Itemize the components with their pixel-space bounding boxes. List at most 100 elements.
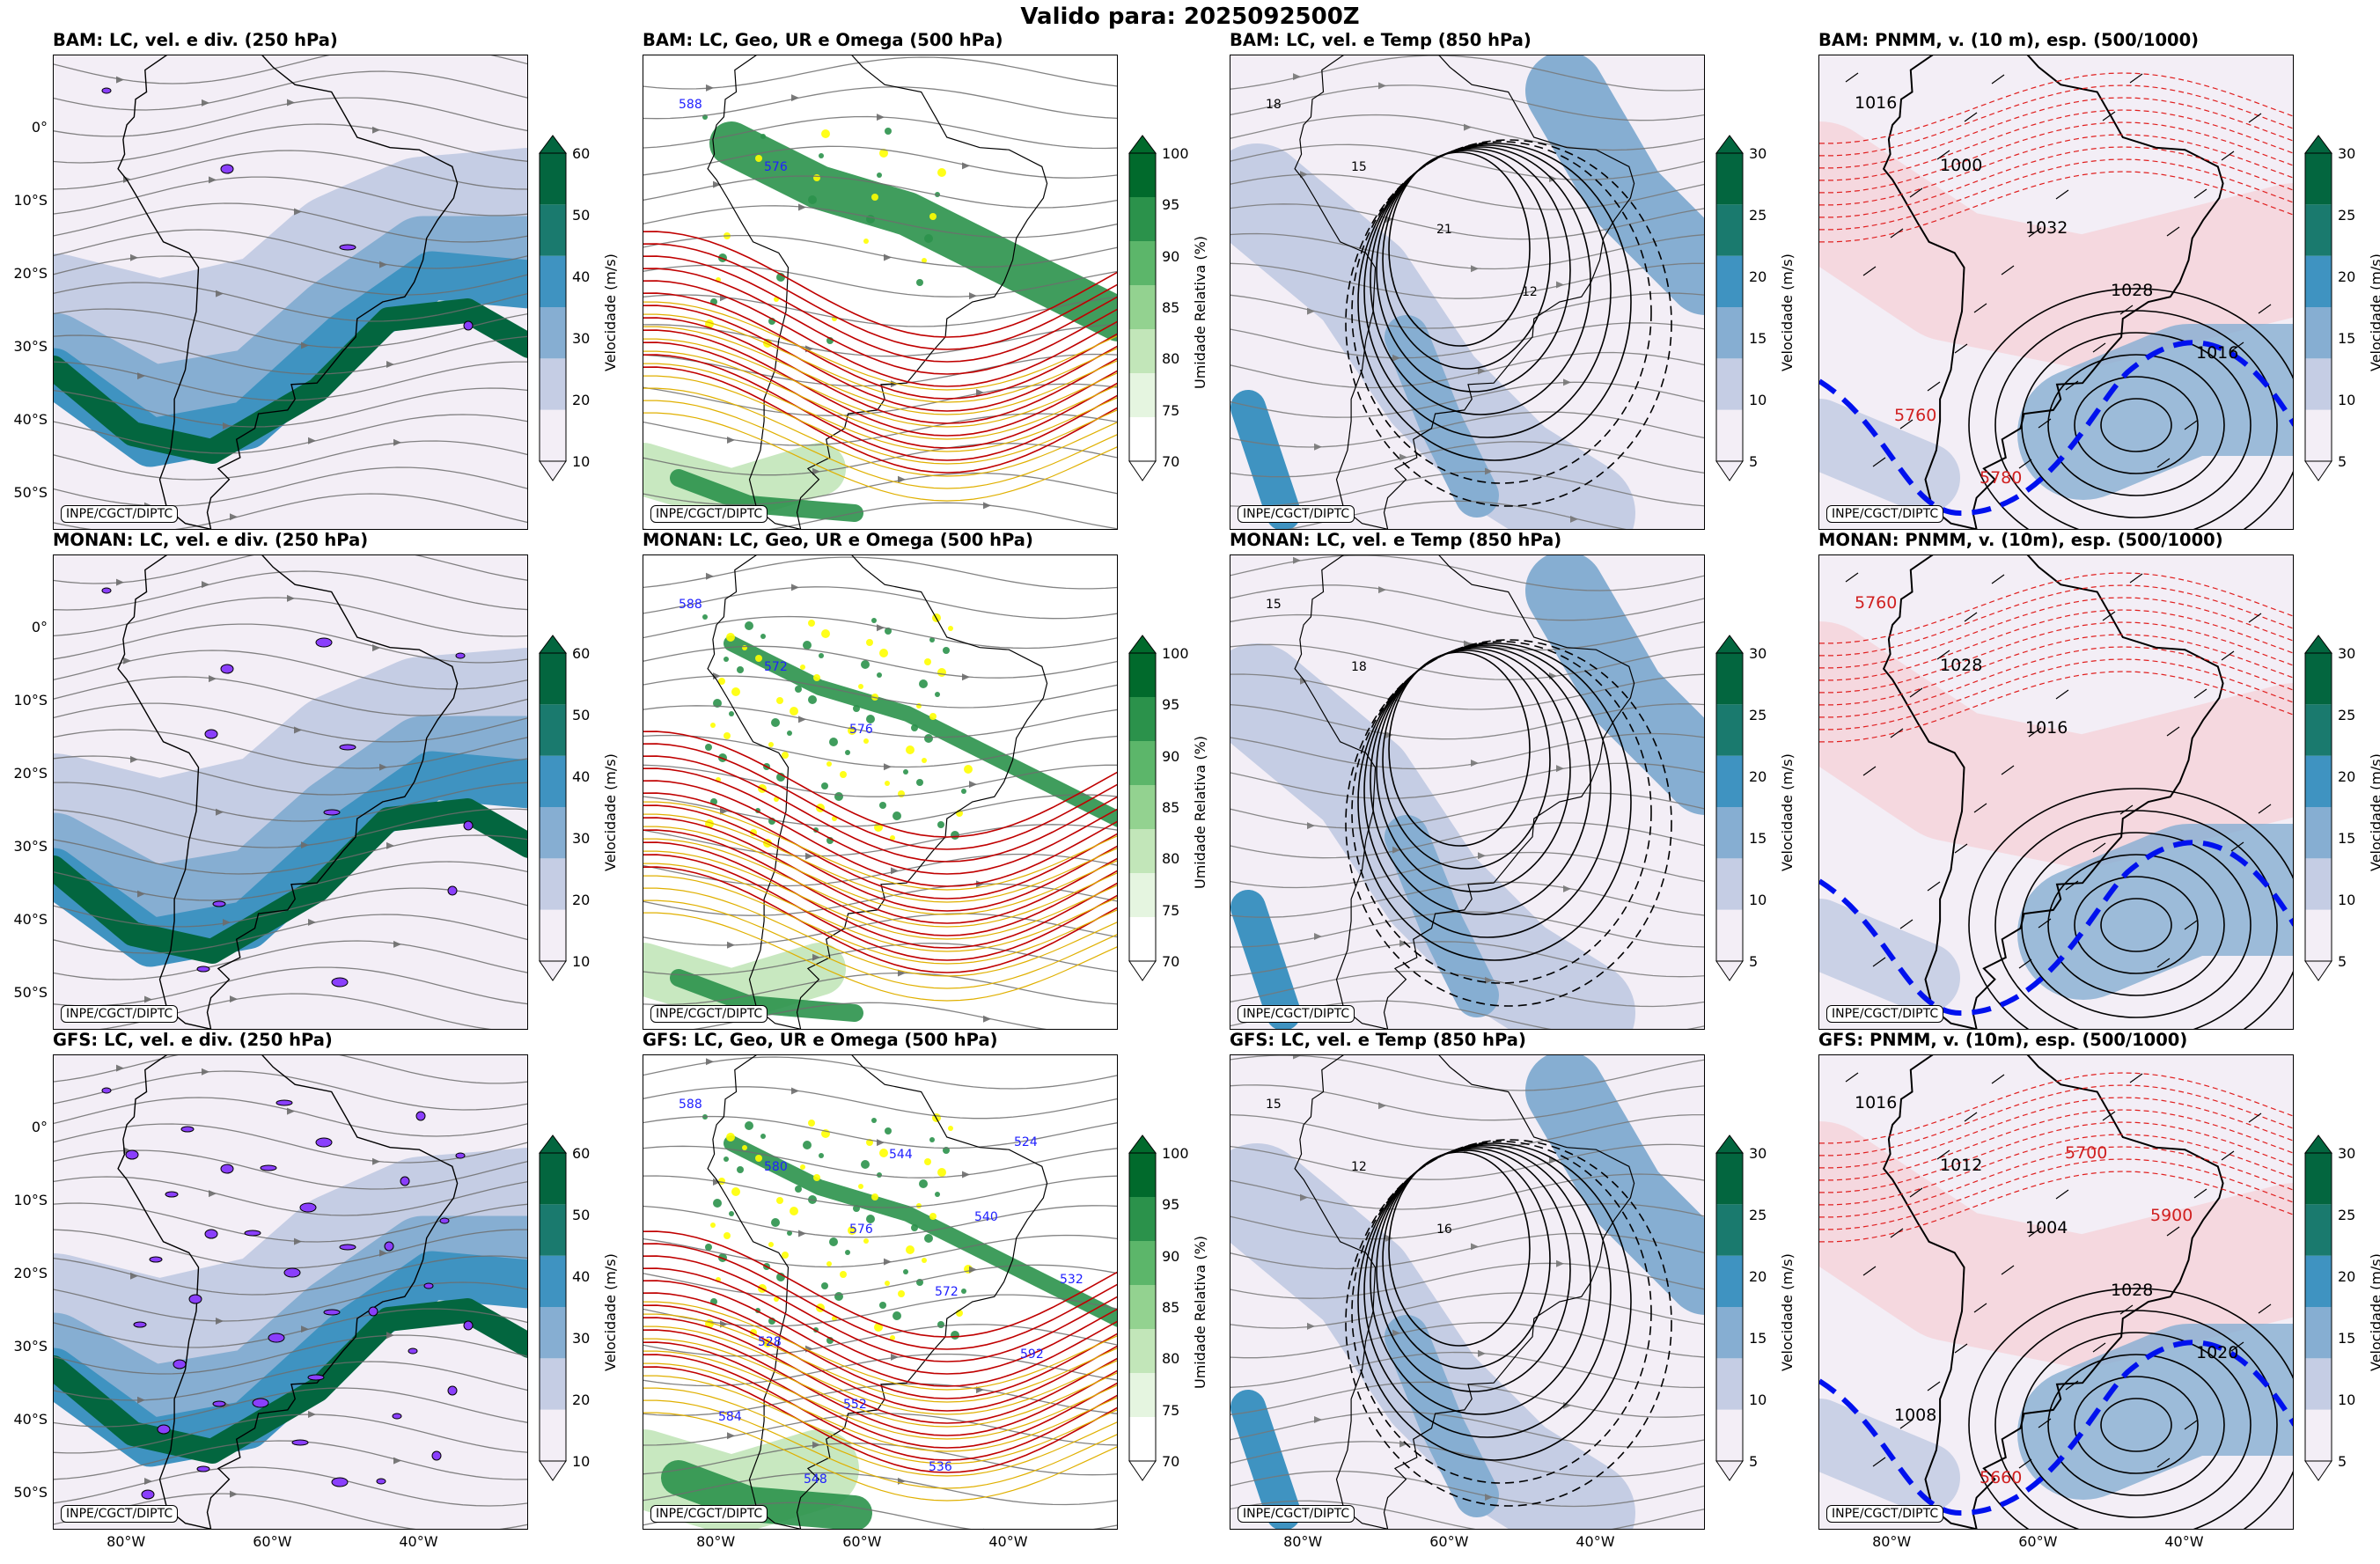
svg-text:1016: 1016 — [1855, 1093, 1897, 1112]
panel-title: BAM: LC, vel. e div. (250 hPa) — [53, 30, 338, 50]
colorbar-label: Velocidade (m/s) — [602, 253, 619, 371]
svg-text:1012: 1012 — [1940, 1156, 1982, 1175]
colorbar-tick-label: 25 — [1749, 1207, 1767, 1223]
map-area: 18 15 21 12 INPE/CGCT/DIPTC — [1230, 55, 1705, 530]
svg-text:524: 524 — [1014, 1135, 1038, 1149]
map-plot: 1016 1000 1032 1028 1016 5760 5780 — [1819, 55, 2293, 529]
colorbar-tick-label: 5 — [2338, 453, 2347, 470]
colorbar-tick-label: 95 — [1162, 696, 1180, 714]
colorbar-tick-label: 10 — [572, 453, 591, 470]
colorbar-tick-label: 10 — [2338, 392, 2356, 408]
colorbar-tick-label: 20 — [572, 1391, 591, 1408]
panel-title: GFS: LC, vel. e div. (250 hPa) — [53, 1030, 333, 1050]
svg-text:12: 12 — [1351, 1160, 1367, 1174]
map-panel: BAM: LC, vel. e Temp (850 hPa) 18 15 21 12 IN… — [1230, 30, 1796, 549]
colorbar-tick-label: 80 — [1162, 350, 1180, 368]
colorbar-tick-label: 20 — [1749, 1268, 1767, 1285]
map-area: INPE/CGCT/DIPTC — [53, 55, 528, 530]
map-area: 588 572 576 INPE/CGCT/DIPTC — [643, 554, 1118, 1030]
colorbar-tick-label: 50 — [572, 1207, 591, 1223]
colorbar-tick-label: 75 — [1162, 401, 1180, 419]
colorbar-tick-label: 75 — [1162, 1401, 1180, 1419]
svg-text:580: 580 — [764, 1160, 788, 1174]
svg-text:528: 528 — [758, 1335, 782, 1349]
panel-title: GFS: LC, Geo, UR e Omega (500 hPa) — [643, 1030, 998, 1050]
figure-title: Valido para: 2025092500Z — [1020, 4, 1360, 30]
panel-title: MONAN: LC, vel. e div. (250 hPa) — [53, 530, 369, 550]
colorbar: 10 20 30 40 50 60 Velocidade (m/s) — [539, 1134, 619, 1489]
lat-tick-label: 50°S — [13, 984, 48, 1002]
colorbar-tick-label: 75 — [1162, 901, 1180, 919]
svg-text:15: 15 — [1351, 160, 1367, 174]
lon-tick-label: 40°W — [399, 1533, 438, 1550]
credit-label: INPE/CGCT/DIPTC — [1826, 1505, 1944, 1523]
colorbar-tick-label: 15 — [2338, 1330, 2356, 1347]
map-plot — [54, 1055, 527, 1529]
colorbar: 70 75 80 85 90 95 100 Umidade Relativa (%) — [1128, 134, 1208, 489]
colorbar-tick-label: 15 — [1749, 1330, 1767, 1347]
map-area: INPE/CGCT/DIPTC — [53, 1054, 528, 1530]
credit-label: INPE/CGCT/DIPTC — [1238, 1505, 1355, 1523]
svg-text:536: 536 — [929, 1460, 952, 1474]
svg-text:1008: 1008 — [1894, 1406, 1936, 1425]
svg-text:1004: 1004 — [2025, 1218, 2068, 1237]
colorbar-tick-label: 30 — [572, 1330, 591, 1347]
svg-text:588: 588 — [679, 1098, 702, 1112]
lat-tick-label: 30°S — [13, 838, 48, 855]
map-panel: MONAN: LC, vel. e Temp (850 hPa) 15 18 INPE… — [1230, 530, 1796, 1049]
svg-text:5660: 5660 — [1980, 1468, 2022, 1487]
colorbar-tick-label: 15 — [2338, 830, 2356, 847]
lat-tick-label: 50°S — [13, 484, 48, 502]
svg-text:1020: 1020 — [2196, 1343, 2238, 1362]
colorbar: 10 20 30 40 50 60 Velocidade (m/s) — [539, 134, 619, 489]
colorbar-tick-label: 15 — [2338, 330, 2356, 347]
lat-tick-label: 20°S — [13, 765, 48, 782]
colorbar-tick-label: 5 — [2338, 1453, 2347, 1470]
lon-tick-label: 80°W — [696, 1533, 736, 1550]
colorbar-tick-label: 10 — [2338, 1391, 2356, 1408]
colorbar-tick-label: 40 — [572, 768, 591, 785]
svg-text:532: 532 — [1060, 1273, 1083, 1287]
colorbar-label: Velocidade (m/s) — [602, 1253, 619, 1371]
svg-text:1016: 1016 — [1855, 93, 1897, 113]
svg-text:18: 18 — [1266, 98, 1282, 112]
lon-tick-label: 80°W — [107, 1533, 146, 1550]
colorbar-label: Umidade Relativa (%) — [1192, 235, 1208, 389]
colorbar-tick-label: 30 — [2338, 1145, 2356, 1162]
colorbar-tick-label: 15 — [1749, 330, 1767, 347]
colorbar-tick-label: 40 — [572, 1268, 591, 1285]
colorbar-tick-label: 30 — [572, 830, 591, 847]
colorbar: 5 10 15 20 25 30 Velocidade (m/s) — [2304, 634, 2380, 989]
svg-text:572: 572 — [764, 660, 788, 674]
svg-text:1032: 1032 — [2025, 218, 2068, 238]
colorbar-tick-label: 25 — [1749, 207, 1767, 224]
credit-label: INPE/CGCT/DIPTC — [1238, 505, 1355, 523]
colorbar: 5 10 15 20 25 30 Velocidade (m/s) — [2304, 1134, 2380, 1489]
colorbar-tick-label: 80 — [1162, 1350, 1180, 1368]
svg-text:16: 16 — [1436, 1223, 1452, 1237]
map-plot — [54, 555, 527, 1029]
lat-tick-label: 10°S — [13, 1192, 48, 1209]
credit-label: INPE/CGCT/DIPTC — [61, 505, 179, 523]
colorbar-tick-label: 40 — [572, 268, 591, 285]
colorbar-tick-label: 30 — [1749, 645, 1767, 662]
map-panel: BAM: LC, vel. e div. (250 hPa) INPE/CGCT/… — [13, 30, 619, 549]
colorbar-tick-label: 10 — [572, 1453, 591, 1470]
svg-text:5760: 5760 — [1855, 593, 1897, 613]
lon-tick-label: 80°W — [1283, 1533, 1323, 1550]
colorbar: 5 10 15 20 25 30 Velocidade (m/s) — [1715, 1134, 1796, 1489]
lon-tick-label: 80°W — [1872, 1533, 1912, 1550]
map-area: 1016 1000 1032 1028 1016 5760 5780 INPE/CGCT/DI… — [1818, 55, 2294, 530]
colorbar-tick-label: 5 — [1749, 453, 1759, 470]
map-area: 15 12 16 INPE/CGCT/DIPTC — [1230, 1054, 1705, 1530]
lat-tick-label: 30°S — [13, 338, 48, 356]
map-area: 15 18 INPE/CGCT/DIPTC — [1230, 554, 1705, 1030]
colorbar-tick-label: 5 — [2338, 953, 2347, 970]
map-panel: MONAN: PNMM, v. (10m), esp. (500/1000) 57… — [1818, 530, 2380, 1049]
colorbar-tick-label: 50 — [572, 707, 591, 723]
colorbar-tick-label: 30 — [2338, 645, 2356, 662]
lat-tick-label: 10°S — [13, 692, 48, 709]
colorbar-tick-label: 60 — [572, 1145, 591, 1162]
svg-text:548: 548 — [804, 1472, 827, 1487]
colorbar-tick-label: 20 — [2338, 768, 2356, 785]
